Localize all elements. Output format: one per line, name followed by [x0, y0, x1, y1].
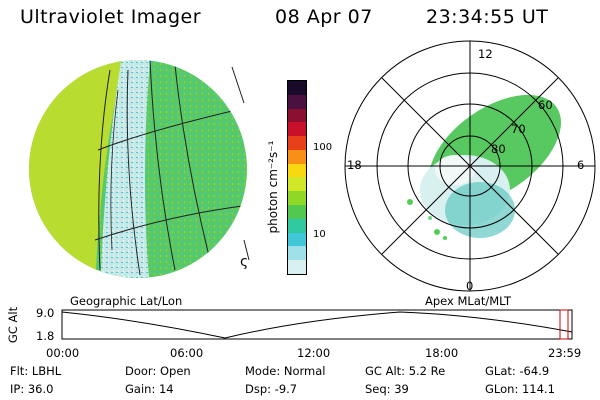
mlat-label-80: 80	[491, 142, 506, 156]
colorbar-segment	[288, 205, 306, 219]
colorbar-unit-label: photon cm⁻²s⁻¹	[266, 140, 280, 234]
mlt-label-6: 6	[577, 158, 585, 172]
seq-status: Seq: 39	[365, 382, 409, 396]
colorbar-segment	[288, 260, 306, 274]
colorbar-segment	[288, 218, 306, 233]
timeline-y-label: GC Alt	[6, 306, 20, 344]
timeline-y-max: 9.0	[36, 306, 55, 320]
time-label: 23:34:55 UT	[426, 6, 549, 28]
colorbar-segment	[288, 136, 306, 150]
gc-alt-status: GC Alt: 5.2 Re	[365, 364, 446, 378]
colorbar-segment	[288, 177, 306, 192]
colorbar-segment	[288, 232, 306, 247]
timeline-tick-1800: 18:00	[425, 346, 459, 360]
colorbar-segment	[288, 94, 306, 109]
polar-caption: Apex MLat/MLT	[425, 294, 512, 308]
timeline-tick-2359: 23:59	[548, 346, 582, 360]
colorbar-tick-10: 10	[313, 229, 326, 240]
colorbar-segment	[288, 108, 306, 123]
mlat-label-60: 60	[538, 98, 553, 112]
colorbar-segment	[288, 163, 306, 178]
mlt-label-18: 18	[347, 158, 362, 172]
date-label: 08 Apr 07	[275, 6, 373, 28]
mode-status: Mode: Normal	[245, 364, 326, 378]
colorbar-segment	[288, 81, 306, 95]
colorbar-segment	[288, 149, 306, 164]
dsp-status: Dsp: -9.7	[245, 382, 298, 396]
colorbar-segment	[288, 191, 306, 206]
ip-status: IP: 36.0	[10, 382, 54, 396]
glon-status: GLon: 114.1	[485, 382, 555, 396]
filter-status: Flt: LBHL	[10, 364, 62, 378]
timeline-y-min: 1.8	[36, 329, 55, 343]
colorbar-tick-100: 100	[313, 142, 333, 153]
mlt-label-0: 0	[466, 279, 474, 293]
door-status: Door: Open	[125, 364, 191, 378]
timeline-tick-1200: 12:00	[297, 346, 331, 360]
colorbar-segment	[288, 122, 306, 137]
timeline-tick-0600: 06:00	[170, 346, 204, 360]
mlat-label-70: 70	[511, 122, 526, 136]
app-title: Ultraviolet Imager	[20, 6, 202, 28]
mlt-label-12: 12	[478, 47, 493, 61]
timeline-tick-0000: 00:00	[46, 346, 80, 360]
colorbar-segment	[288, 246, 306, 261]
glat-status: GLat: -64.9	[485, 364, 550, 378]
geographic-caption: Geographic Lat/Lon	[70, 294, 183, 308]
colorbar	[287, 80, 307, 275]
gain-status: Gain: 14	[125, 382, 174, 396]
sun-icon: ς	[240, 254, 249, 270]
